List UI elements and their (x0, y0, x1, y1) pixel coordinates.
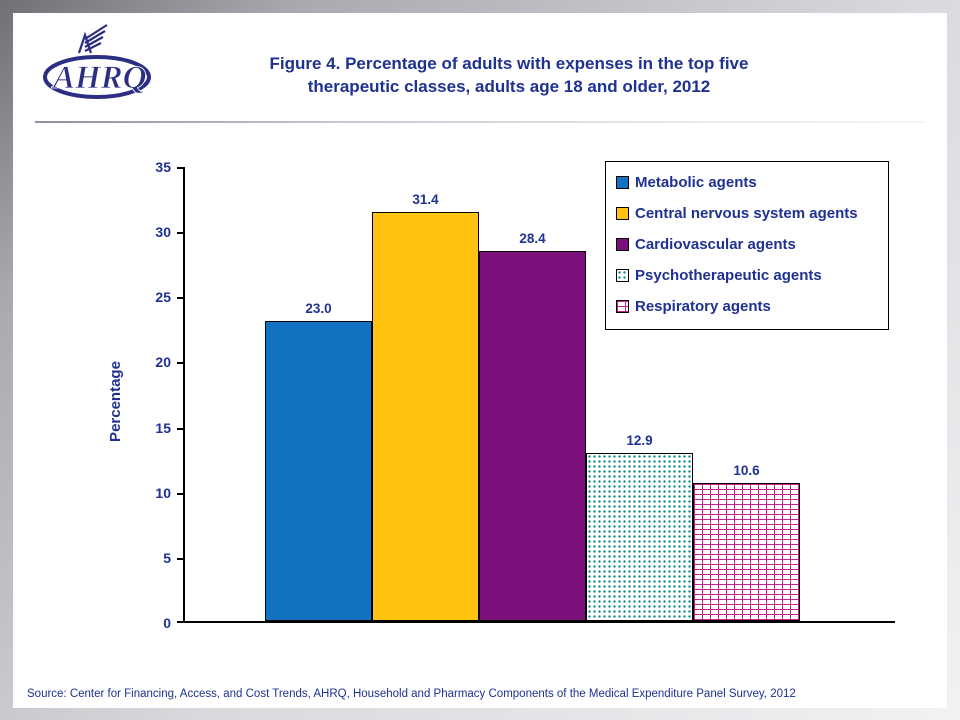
y-tick-label: 5 (163, 549, 171, 566)
legend-label: Psychotherapeutic agents (635, 267, 822, 284)
legend-label: Respiratory agents (635, 298, 771, 315)
legend-item: Cardiovascular agents (616, 236, 878, 253)
y-tick-mark (177, 427, 184, 430)
bar-central-nervous-system-agents (372, 211, 479, 621)
bar-value-label: 12.9 (626, 432, 653, 448)
y-tick-label: 30 (155, 224, 171, 241)
legend-swatch (616, 176, 629, 189)
legend-swatch (616, 207, 629, 220)
y-tick-mark (177, 167, 184, 169)
y-tick-label: 0 (163, 615, 171, 631)
plot-area: 0 5 10 15 20 25 30 35 23.0 31.4 28.4 12.9 10.6 (155, 159, 895, 631)
ahrq-logo-graphic: AHRQ (43, 24, 151, 99)
y-tick-mark (177, 557, 184, 560)
svg-text:AHRQ: AHRQ (51, 60, 147, 96)
figure-title-line1: Figure 4. Percentage of adults with expe… (269, 54, 749, 73)
header-divider (35, 121, 925, 123)
y-tick-label: 15 (155, 419, 171, 436)
legend-swatch (616, 269, 629, 282)
y-tick-label: 20 (155, 354, 171, 371)
bar-respiratory-agents (693, 482, 800, 621)
legend: Metabolic agents Central nervous system a… (605, 161, 889, 330)
source-note: Source: Center for Financing, Access, an… (27, 688, 796, 700)
legend-item: Metabolic agents (616, 174, 878, 191)
y-tick-mark (177, 621, 184, 623)
y-tick-label: 35 (155, 159, 171, 175)
legend-label: Central nervous system agents (635, 205, 858, 222)
header: AHRQ Figure 4. Percentage of adults with… (13, 13, 947, 113)
legend-item: Respiratory agents (616, 298, 878, 315)
y-tick-label: 10 (155, 484, 171, 501)
bar-cardiovascular-agents (479, 251, 586, 621)
ahrq-logo: AHRQ (39, 19, 159, 107)
y-tick-mark (177, 492, 184, 495)
figure-title-line2: therapeutic classes, adults age 18 and o… (307, 76, 711, 96)
y-axis-label: Percentage (106, 361, 124, 442)
legend-swatch (616, 300, 629, 313)
bar-value-label: 23.0 (305, 301, 332, 317)
y-tick-mark (177, 297, 184, 300)
bar-value-label: 31.4 (412, 191, 439, 207)
y-tick-mark (177, 362, 184, 365)
legend-item: Psychotherapeutic agents (616, 267, 878, 284)
figure-title: Figure 4. Percentage of adults with expe… (159, 19, 919, 99)
legend-swatch (616, 238, 629, 251)
bar-value-label: 28.4 (519, 230, 546, 246)
legend-item: Central nervous system agents (616, 205, 878, 222)
bar-chart: Percentage 0 5 10 15 20 25 30 35 23.0 31.4 28.4 12.… (13, 143, 947, 683)
slide-content: AHRQ Figure 4. Percentage of adults with… (13, 13, 947, 708)
legend-label: Cardiovascular agents (635, 236, 796, 253)
bar-value-label: 10.6 (733, 462, 760, 478)
y-tick-label: 25 (155, 289, 171, 306)
bar-psychotherapeutic-agents (586, 452, 693, 621)
bar-metabolic-agents (265, 321, 372, 621)
legend-label: Metabolic agents (635, 174, 757, 191)
y-tick-mark (177, 232, 184, 235)
